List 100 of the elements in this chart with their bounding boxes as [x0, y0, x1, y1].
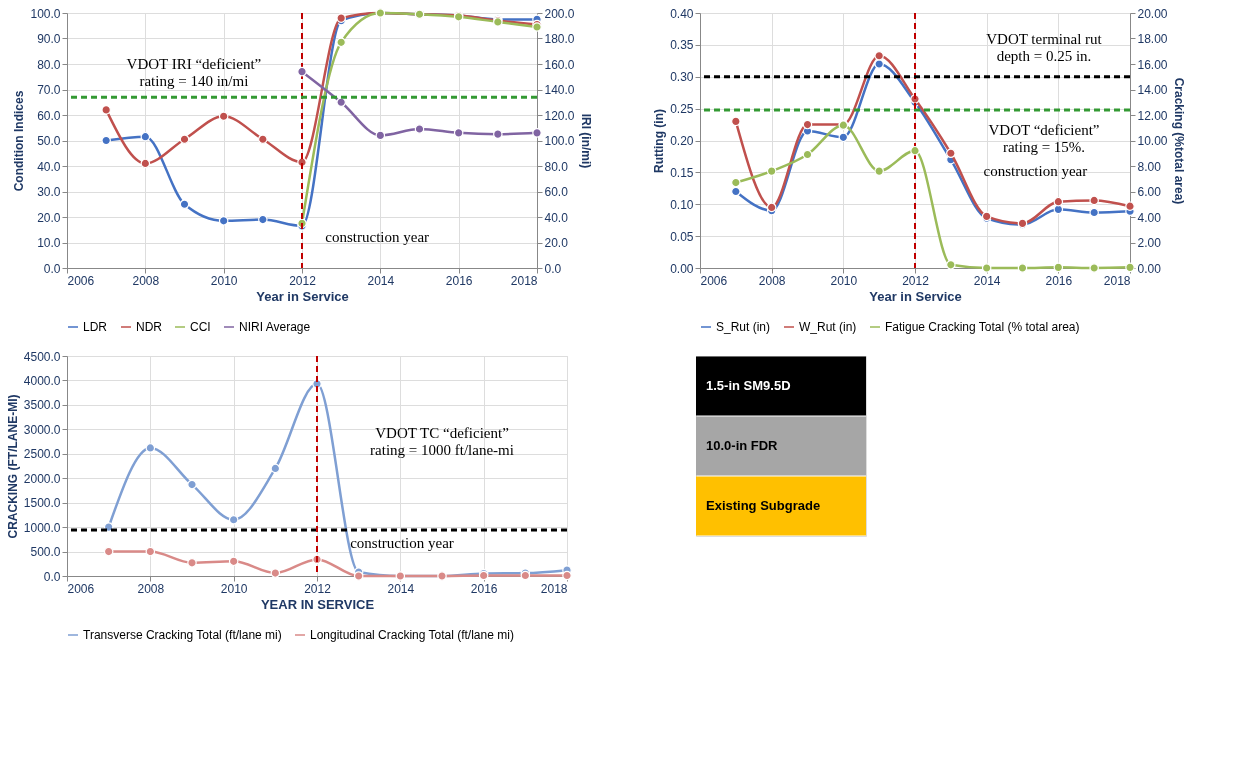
legend-label: CCI — [190, 320, 211, 334]
x-axis-title: Year in Service — [256, 288, 349, 304]
y-tick-label: 0.20 — [670, 134, 694, 148]
y-tick-label: 0.35 — [670, 38, 694, 53]
annotation: VDOT “deficient” rating = 15%. — [988, 122, 1100, 156]
x-axis-title: Year in Service — [869, 288, 962, 304]
y2-tick-label: 140.0 — [544, 83, 575, 97]
y2-tick-label: 14.00 — [1137, 83, 1168, 97]
x-tick-label: 2012 — [289, 273, 317, 288]
x-tick-label: 2016 — [470, 581, 498, 596]
x-tick-label: 2012 — [902, 273, 930, 288]
y2-tick-label: 4.00 — [1137, 210, 1162, 225]
x-tick-label: 2008 — [758, 273, 786, 288]
y2-tick-label: 120.0 — [544, 108, 575, 123]
y-tick-label: 60.0 — [37, 108, 61, 123]
x-tick-label: 2016 — [1045, 273, 1073, 288]
x-tick-label: 2014 — [387, 581, 415, 596]
text: 1.5-in SM9.5D — [706, 378, 791, 393]
y-tick-label: 0.25 — [670, 102, 694, 117]
y2-tick-label: 160.0 — [544, 57, 575, 72]
y-tick-label: 30.0 — [37, 185, 61, 199]
annotation: construction year — [983, 163, 1088, 180]
x-tick-label: 2014 — [973, 273, 1001, 288]
y2-tick-label: 12.00 — [1137, 108, 1168, 123]
legend-label: NDR — [136, 320, 163, 334]
y2-tick-label: 40.0 — [544, 210, 569, 225]
x-tick-label: 2014 — [367, 273, 395, 288]
y-tick-label: 0.15 — [670, 165, 694, 180]
annotation: VDOT TC “deficient” rating = 1000 ft/lane-mi — [370, 425, 514, 458]
y-tick-label: 4000.0 — [23, 373, 61, 388]
y-tick-label: 1500.0 — [23, 496, 61, 511]
annotation: VDOT terminal rut depth = 0.25 in. — [986, 30, 1103, 64]
y-tick-label: 3500.0 — [23, 398, 61, 413]
y-axis-title: Condition Indices — [12, 90, 27, 192]
x-tick-label: 2010 — [830, 273, 858, 288]
y-axis-title: CRACKING (FT/LANE-MI) — [5, 394, 20, 539]
x-tick-label: 2018 — [540, 581, 568, 596]
legend-label: NIRI Average — [239, 320, 311, 334]
x-tick-label: 2012 — [304, 581, 332, 596]
y-tick-label: 20.0 — [37, 210, 61, 225]
y2-tick-label: 6.00 — [1137, 185, 1162, 199]
y-tick-label: 4500.0 — [23, 349, 61, 364]
x-tick-label: 2008 — [137, 581, 165, 596]
x-tick-label: 2006 — [67, 581, 95, 596]
x-tick-label: 2010 — [210, 273, 238, 288]
y2-tick-label: 200.0 — [544, 6, 575, 21]
x-tick-label: 2018 — [510, 273, 538, 288]
legend-label: Longitudinal Cracking Total (ft/lane mi) — [310, 628, 514, 642]
y-tick-label: 0.0 — [43, 261, 61, 276]
y-tick-label: 40.0 — [37, 159, 61, 174]
x-tick-label: 2010 — [220, 581, 248, 596]
x-axis-title: YEAR IN SERVICE — [260, 596, 375, 612]
y2-tick-label: 100.0 — [544, 134, 575, 148]
y-tick-label: 1000.0 — [23, 520, 61, 535]
legend-label: LDR — [83, 320, 108, 334]
x-tick-label: 2006 — [700, 273, 728, 288]
y-tick-label: 100.0 — [30, 6, 61, 21]
text: 10.0-in FDR — [706, 438, 779, 453]
legend-label: Fatigue Cracking Total (% total area) — [885, 320, 1080, 334]
legend-label: Transverse Cracking Total (ft/lane mi) — [83, 628, 282, 642]
legend-label: W_Rut (in) — [799, 320, 857, 334]
y2-tick-label: 0.0 — [544, 261, 562, 276]
annotation: construction year — [325, 229, 430, 246]
y2-axis-title: Cracking (%total area) — [1171, 77, 1186, 205]
y2-tick-label: 18.00 — [1137, 32, 1168, 46]
text: Existing Subgrade — [706, 498, 821, 513]
y2-tick-label: 20.0 — [544, 236, 569, 250]
y2-tick-label: 60.0 — [544, 185, 569, 199]
y-tick-label: 50.0 — [37, 134, 61, 148]
y-tick-label: 0.05 — [670, 229, 694, 244]
y-tick-label: 0.30 — [670, 70, 694, 85]
x-tick-label: 2006 — [67, 273, 95, 288]
y-tick-label: 0.00 — [670, 261, 694, 276]
y-tick-label: 2500.0 — [23, 447, 61, 462]
y-tick-label: 80.0 — [37, 57, 61, 72]
annotation: construction year — [350, 535, 454, 551]
x-tick-label: 2018 — [1103, 273, 1131, 288]
y-tick-label: 10.0 — [37, 236, 61, 250]
y2-tick-label: 10.00 — [1137, 134, 1168, 148]
annotation: VDOT IRI “deficient” rating = 140 in/mi — [126, 56, 262, 89]
y2-tick-label: 0.00 — [1137, 261, 1162, 276]
y2-tick-label: 80.0 — [544, 159, 569, 174]
x-tick-label: 2016 — [445, 273, 473, 288]
x-tick-label: 2008 — [132, 273, 160, 288]
y2-tick-label: 2.00 — [1137, 236, 1162, 250]
y-tick-label: 0.10 — [670, 197, 694, 212]
y2-tick-label: 20.00 — [1137, 6, 1168, 21]
y2-tick-label: 16.00 — [1137, 57, 1168, 72]
y-tick-label: 0.40 — [670, 6, 694, 21]
legend-label: S_Rut (in) — [716, 320, 771, 334]
y-tick-label: 90.0 — [37, 32, 61, 46]
y-tick-label: 500.0 — [30, 545, 61, 560]
y-tick-label: 70.0 — [37, 83, 61, 97]
y-tick-label: 3000.0 — [23, 422, 61, 437]
y2-tick-label: 180.0 — [544, 32, 575, 46]
y-axis-title: Rutting (in) — [652, 109, 667, 173]
y-tick-label: 0.0 — [43, 569, 61, 584]
y-tick-label: 2000.0 — [23, 471, 61, 486]
y2-axis-title: IRI (in/mi) — [578, 113, 593, 169]
y2-tick-label: 8.00 — [1137, 159, 1162, 174]
